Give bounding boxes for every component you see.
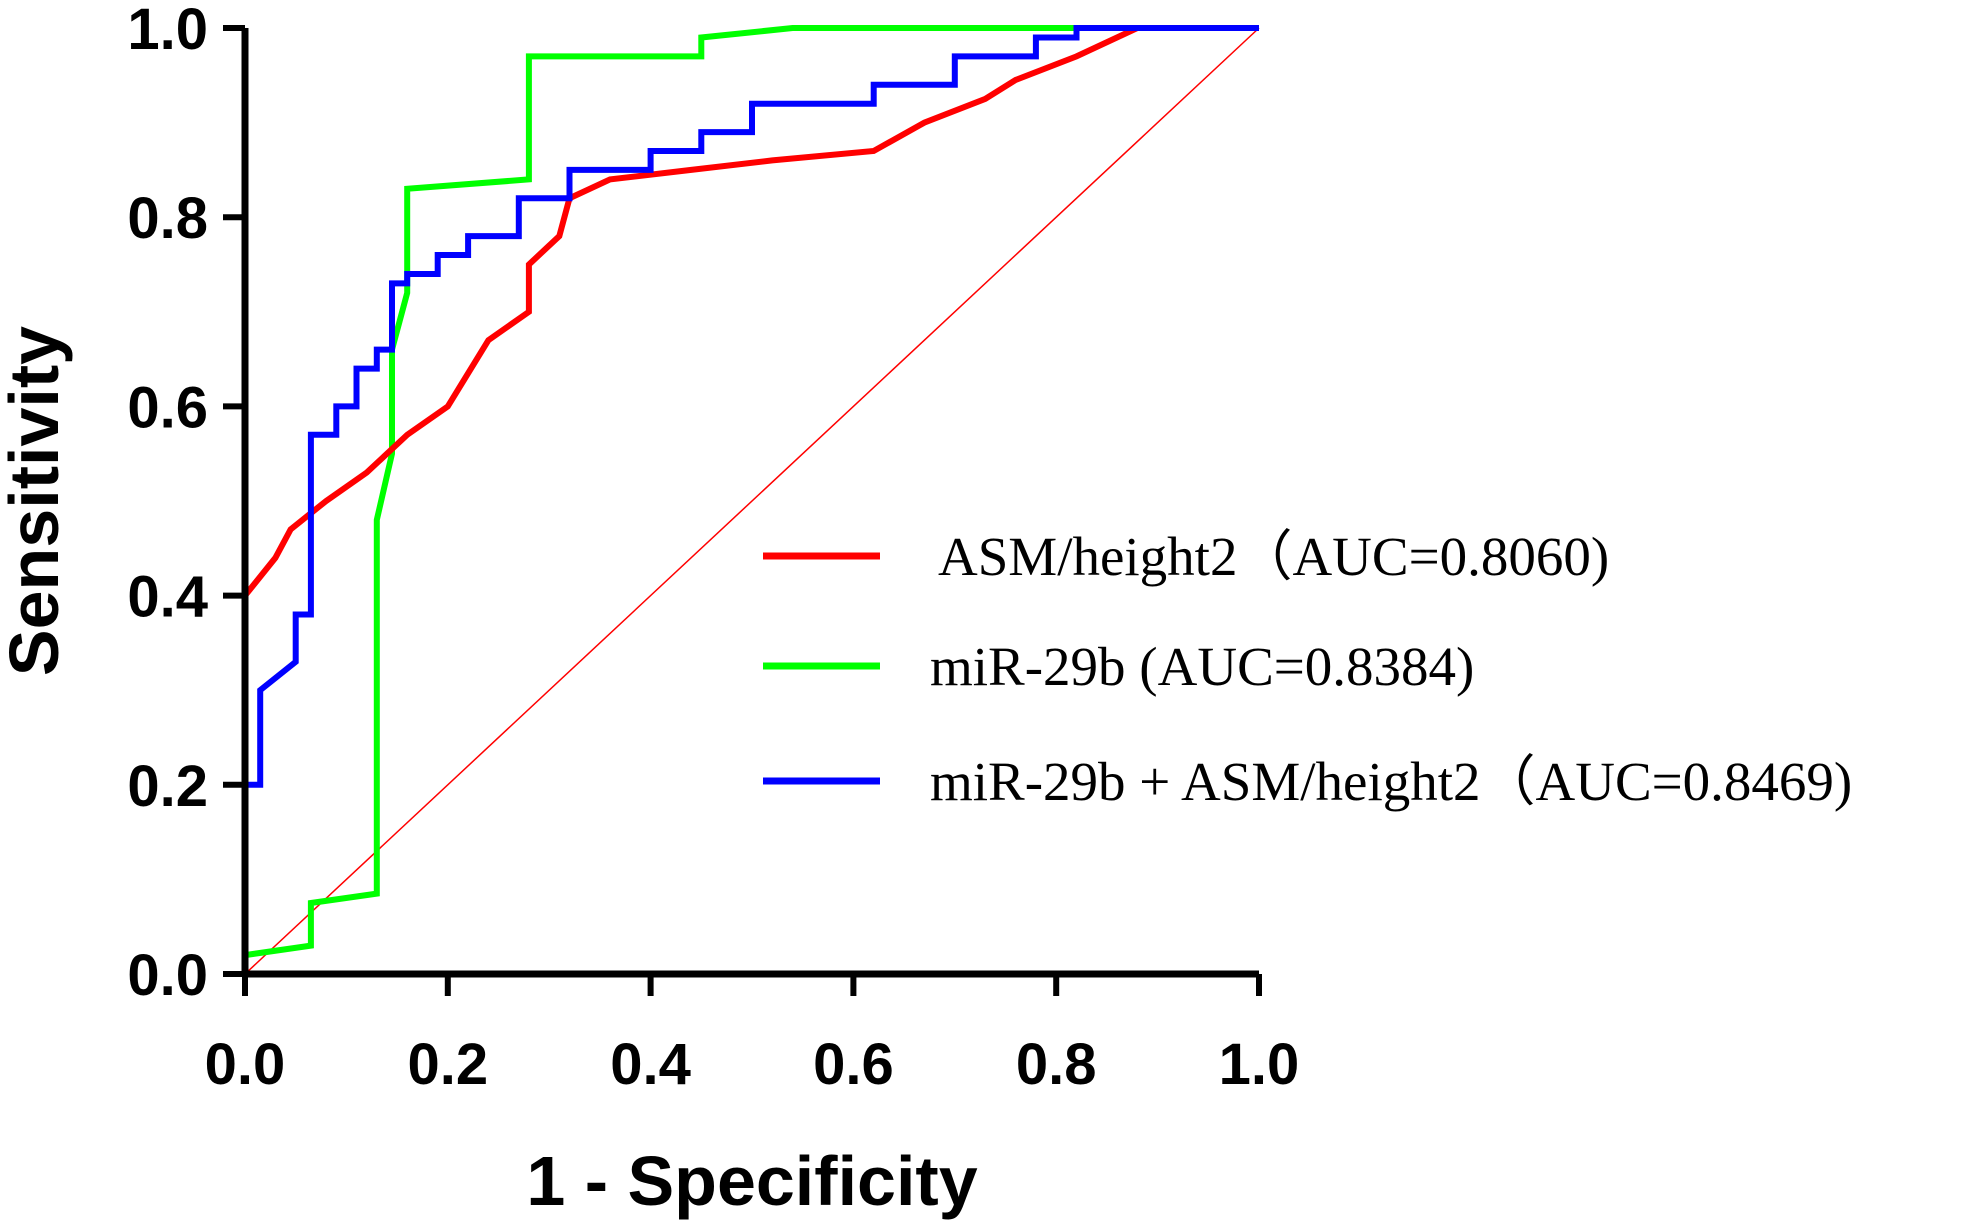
legend-label-1: miR-29b (AUC=0.8384) [930, 636, 1474, 697]
y-tick-label: 0.4 [127, 565, 208, 630]
x-tick-label: 0.4 [610, 1032, 691, 1097]
y-tick-label: 0.2 [127, 754, 208, 819]
y-axis-title: Sensitivity [0, 326, 73, 676]
ticks: 0.0 0.2 0.4 0.6 0.8 1.0 0.0 0.2 0.4 0.6 0.8 1.0 [127, 0, 1299, 1097]
legend-label-2: miR-29b + ASM/height2（AUC=0.8469) [930, 751, 1852, 812]
axes [241, 28, 1259, 978]
x-tick-label: 0.2 [407, 1032, 488, 1097]
plot-lines [242, 25, 1260, 975]
legend: ASM/height2（AUC=0.8060) miR-29b (AUC=0.83… [763, 526, 1852, 812]
reference-diagonal-line [244, 27, 1260, 975]
series-line-2 [242, 25, 1259, 974]
y-tick-label: 0.8 [127, 186, 208, 251]
y-tick-label: 0.0 [127, 943, 208, 1008]
series-line-0 [242, 25, 1259, 776]
series-line-1 [244, 25, 1259, 959]
y-tick-label: 1.0 [127, 0, 208, 62]
x-tick-label: 0.8 [1016, 1032, 1097, 1097]
legend-label-0: ASM/height2（AUC=0.8060) [938, 526, 1609, 587]
x-tick-label: 0.0 [205, 1032, 286, 1097]
x-tick-label: 0.6 [813, 1032, 894, 1097]
x-axis-title: 1 - Specificity [526, 1142, 977, 1220]
x-tick-label: 1.0 [1219, 1032, 1300, 1097]
y-tick-label: 0.6 [127, 375, 208, 440]
